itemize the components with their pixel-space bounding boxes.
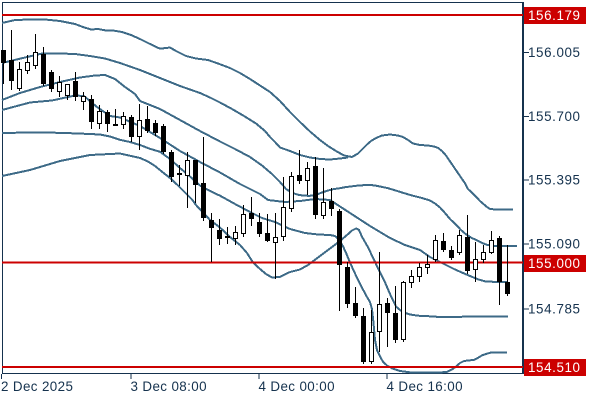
svg-text:155.000: 155.000 — [528, 256, 581, 271]
svg-text:156.005: 156.005 — [528, 45, 581, 60]
svg-text:4 Dec 00:00: 4 Dec 00:00 — [259, 379, 335, 394]
svg-text:3 Dec 08:00: 3 Dec 08:00 — [131, 379, 207, 394]
svg-text:156.179: 156.179 — [528, 8, 581, 23]
svg-text:154.510: 154.510 — [528, 360, 581, 375]
svg-text:155.700: 155.700 — [528, 109, 581, 124]
svg-text:154.785: 154.785 — [528, 302, 581, 317]
svg-text:155.090: 155.090 — [528, 237, 581, 252]
svg-text:2 Dec 2025: 2 Dec 2025 — [1, 379, 73, 394]
svg-text:4 Dec 16:00: 4 Dec 16:00 — [387, 379, 463, 394]
svg-text:155.395: 155.395 — [528, 173, 581, 188]
